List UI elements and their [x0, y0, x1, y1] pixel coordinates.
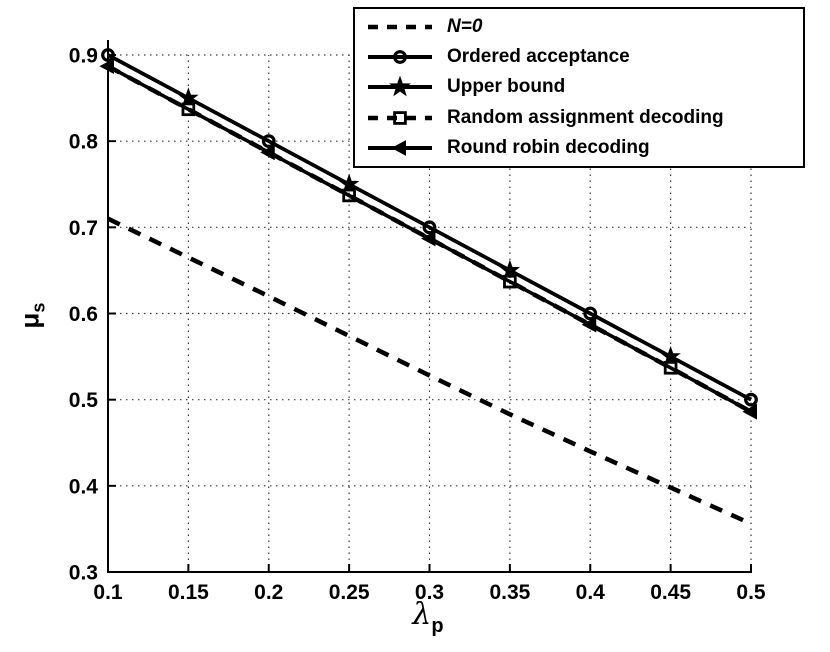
y-tick-label: 0.9 [69, 45, 98, 68]
triangle-left-marker [391, 140, 406, 156]
legend-sample-ordered-acceptance [368, 50, 432, 65]
x-tick-label: 0.15 [168, 581, 209, 604]
legend-item-random-assignment-decoding: Random assignment decoding [365, 103, 803, 133]
axis-tick-labels: 0.1 0.15 0.2 0.25 0.3 0.35 0.4 0.45 0.5 0.3 0.4 0.5… [69, 45, 766, 605]
markers-upper-bound [178, 87, 681, 366]
series-markers [99, 48, 758, 420]
circle-marker [422, 220, 437, 235]
x-axis-label: λp [368, 597, 488, 638]
square-marker [393, 110, 407, 125]
legend-item-label: Upper bound [447, 76, 566, 98]
y-tick-label: 0.5 [69, 389, 99, 412]
axis-ticks [107, 54, 752, 573]
legend-item-label: Random assignment decoding [447, 106, 724, 128]
legend-sample-round-robin-decoding [368, 140, 432, 156]
legend-item-round-robin-decoding: Round robin decoding [365, 133, 803, 163]
legend-item-label: N=0 [447, 16, 483, 38]
triangle-left-marker [260, 144, 275, 161]
square-marker [181, 102, 196, 117]
x-tick-label: 0.3 [415, 581, 444, 604]
legend-sample-random-assignment-decoding [368, 110, 432, 125]
series-line-n0 [107, 216, 752, 526]
legend-sample-upper-bound [368, 75, 432, 97]
x-axis-symbol: λ [412, 597, 432, 632]
x-axis-subscript: p [431, 615, 444, 637]
x-tick-label: 0.4 [576, 581, 606, 604]
star-marker [389, 75, 411, 97]
legend: N=0 Ordered acceptance Upper bound Random a… [353, 7, 805, 168]
y-tick-label: 0.7 [69, 217, 98, 240]
circle-marker [101, 48, 115, 62]
legend-item-upper-bound: Upper bound [365, 72, 803, 102]
legend-item-label: Ordered acceptance [447, 46, 630, 68]
legend-sample-n0 [368, 24, 432, 30]
square-marker [503, 274, 517, 289]
circle-marker [393, 50, 407, 65]
markers-round-robin-decoding [99, 58, 757, 420]
x-tick-label: 0.1 [93, 581, 123, 604]
markers-random-assignment-decoding [181, 102, 678, 375]
triangle-left-marker [99, 58, 114, 75]
circle-marker [744, 392, 758, 407]
y-tick-label: 0.8 [69, 131, 99, 154]
series-line-upper-bound [107, 53, 752, 402]
y-tick-label: 0.3 [69, 562, 98, 585]
y-tick-label: 0.6 [69, 303, 98, 326]
legend-item-label: Round robin decoding [447, 136, 650, 158]
markers-ordered-acceptance [101, 48, 758, 407]
y-tick-label: 0.4 [69, 475, 99, 498]
x-tick-label: 0.2 [254, 581, 283, 604]
star-marker [178, 87, 199, 107]
circle-marker [261, 134, 276, 149]
star-marker [660, 345, 681, 366]
x-tick-label: 0.45 [650, 581, 691, 604]
x-tick-label: 0.5 [736, 581, 766, 604]
star-marker [338, 173, 360, 193]
legend-item-n0: N=0 [365, 12, 803, 42]
x-tick-label: 0.25 [329, 581, 370, 604]
triangle-left-marker [581, 316, 597, 333]
square-marker [663, 360, 678, 375]
circle-marker [583, 306, 598, 321]
x-tick-label: 0.35 [489, 581, 530, 604]
triangle-left-marker [742, 403, 757, 420]
legend-item-ordered-acceptance: Ordered acceptance [365, 42, 803, 72]
triangle-left-marker [420, 230, 436, 247]
square-marker [342, 188, 356, 203]
star-marker [499, 259, 521, 280]
